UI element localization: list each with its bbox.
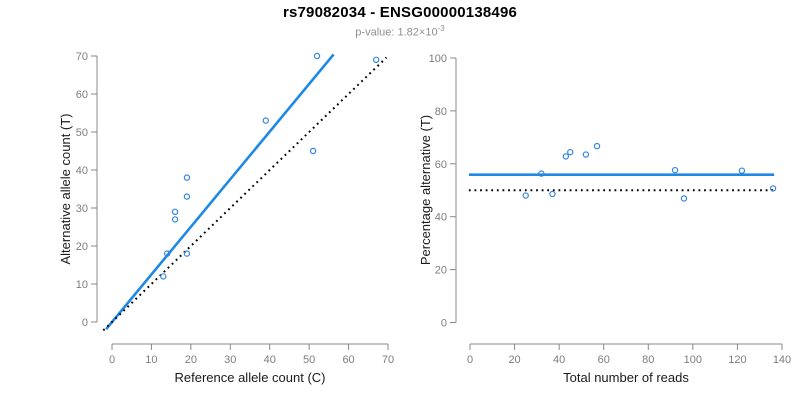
- y-tick-label: 80: [435, 106, 447, 118]
- data-point: [309, 147, 317, 155]
- x-tick-label: 100: [684, 354, 702, 366]
- y-axis-title: Percentage alternative (T): [418, 115, 433, 265]
- y-tick-label: 20: [76, 241, 88, 253]
- data-point: [160, 273, 167, 280]
- data-point: [522, 192, 529, 199]
- chart-subtitle: p-value: 1.82×10-3: [0, 24, 800, 39]
- right-scatter-plot: 0 20 40 60 80 100 120 140 0 20 40 60 80 100 Total numb…: [418, 53, 791, 385]
- y-tick-label: 100: [429, 53, 447, 65]
- data-point: [171, 208, 179, 215]
- data-point: [538, 170, 545, 177]
- y-tick-label: 40: [76, 165, 88, 177]
- y-tick-label: 40: [435, 212, 447, 224]
- data-point: [680, 195, 688, 202]
- data-point: [549, 190, 556, 198]
- data-point: [262, 117, 269, 124]
- data-point: [738, 167, 746, 174]
- chart-title: rs79082034 - ENSG00000138496: [282, 4, 518, 21]
- data-point: [171, 216, 179, 223]
- x-tick-label: 0: [109, 354, 115, 366]
- data-point: [769, 185, 777, 192]
- y-tick-label: 20: [435, 265, 447, 277]
- p-value-exponent: -3: [437, 24, 445, 33]
- x-tick-label: 140: [773, 354, 791, 366]
- p-value-label: p-value: 1.82×10: [355, 26, 438, 39]
- x-tick-label: 20: [185, 354, 197, 366]
- x-tick-label: 120: [728, 354, 746, 366]
- data-point: [562, 153, 570, 160]
- fit-line: [105, 53, 335, 331]
- identity-line: [102, 56, 388, 332]
- y-tick-label: 10: [76, 279, 88, 291]
- x-axis-title: Total number of reads: [563, 370, 689, 385]
- data-point: [593, 142, 601, 150]
- x-tick-label: 80: [642, 354, 654, 366]
- y-tick-label: 60: [76, 89, 88, 101]
- data-point: [183, 174, 191, 181]
- y-tick-label: 50: [76, 127, 88, 139]
- y-tick-label: 0: [82, 317, 88, 329]
- x-tick-label: 70: [382, 354, 394, 366]
- data-point: [183, 193, 191, 200]
- y-axis-title: Alternative allele count (T): [58, 113, 73, 264]
- data-point: [582, 151, 590, 158]
- y-tick-label: 30: [76, 203, 88, 215]
- left-scatter-plot: 0 10 20 30 40 50 60 70 0 10 20 30 40 50 60 70 Reference …: [58, 51, 394, 385]
- data-point: [372, 56, 380, 64]
- y-tick-label: 70: [76, 51, 88, 63]
- x-tick-label: 40: [264, 354, 276, 366]
- y-tick-label: 0: [441, 318, 447, 330]
- data-point: [313, 52, 321, 60]
- x-tick-label: 30: [224, 354, 236, 366]
- data-point: [671, 166, 679, 174]
- y-tick-label: 60: [435, 159, 447, 171]
- x-tick-label: 60: [342, 354, 354, 366]
- data-point: [183, 250, 191, 257]
- x-tick-label: 50: [303, 354, 315, 366]
- x-axis-title: Reference allele count (C): [174, 370, 325, 385]
- x-tick-label: 20: [508, 354, 520, 366]
- x-tick-label: 40: [553, 354, 565, 366]
- x-tick-label: 60: [598, 354, 610, 366]
- x-tick-label: 0: [467, 354, 473, 366]
- x-tick-label: 10: [145, 354, 157, 366]
- data-point: [567, 148, 574, 156]
- data-point: [163, 250, 171, 257]
